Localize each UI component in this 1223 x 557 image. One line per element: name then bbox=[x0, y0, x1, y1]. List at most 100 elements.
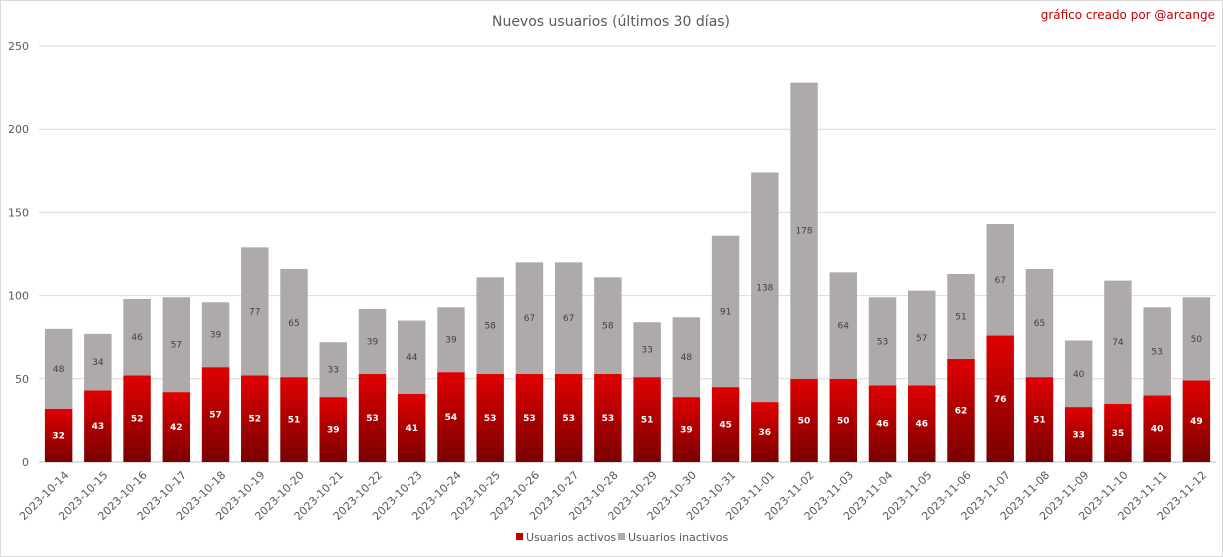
bar-inactive bbox=[986, 224, 1014, 336]
bar-inactive bbox=[162, 297, 191, 393]
data-label-active: 39 bbox=[680, 426, 693, 436]
data-label-inactive: 57 bbox=[916, 334, 927, 344]
bar-active bbox=[947, 358, 975, 462]
bar-active bbox=[1143, 395, 1171, 462]
bar-inactive bbox=[515, 262, 544, 374]
bar-inactive bbox=[1104, 280, 1132, 404]
bar-inactive bbox=[358, 308, 387, 374]
bar-inactive bbox=[280, 268, 308, 378]
bar-inactive bbox=[711, 235, 740, 388]
bar-inactive bbox=[476, 277, 504, 374]
data-label-active: 46 bbox=[876, 420, 889, 430]
data-label-inactive: 65 bbox=[1034, 319, 1045, 329]
data-label-inactive: 53 bbox=[877, 337, 888, 347]
bar-active bbox=[751, 402, 779, 462]
data-label-active: 40 bbox=[1151, 425, 1164, 435]
bar-active bbox=[633, 377, 661, 462]
data-label-inactive: 67 bbox=[524, 314, 535, 324]
data-label-active: 33 bbox=[1072, 431, 1085, 441]
bar-inactive bbox=[437, 307, 465, 373]
bar-active bbox=[123, 375, 151, 462]
legend-label-active: Usuarios activos bbox=[526, 531, 616, 544]
bar-inactive bbox=[201, 302, 230, 368]
data-label-active: 76 bbox=[994, 395, 1007, 405]
data-label-active: 53 bbox=[602, 414, 615, 424]
data-label-active: 51 bbox=[288, 416, 301, 426]
bar-inactive bbox=[397, 320, 426, 394]
data-label-inactive: 58 bbox=[602, 322, 614, 332]
bar-inactive bbox=[947, 273, 975, 359]
data-label-active: 49 bbox=[1190, 417, 1203, 427]
data-label-inactive: 67 bbox=[563, 314, 574, 324]
data-label-inactive: 64 bbox=[838, 322, 850, 332]
bar-active bbox=[868, 385, 897, 462]
bar-inactive bbox=[319, 342, 347, 398]
data-label-inactive: 178 bbox=[795, 227, 812, 237]
data-label-active: 35 bbox=[1112, 429, 1125, 439]
bar-active bbox=[201, 367, 230, 462]
data-label-inactive: 74 bbox=[1112, 338, 1124, 348]
data-label-inactive: 53 bbox=[1151, 347, 1162, 357]
x-axis-ticks: 2023-10-142023-10-152023-10-162023-10-17… bbox=[17, 469, 1209, 523]
data-label-active: 51 bbox=[641, 416, 654, 426]
chart-credit: gráfico creado por @arcange bbox=[1041, 8, 1215, 22]
bar-active bbox=[711, 387, 740, 462]
data-label-inactive: 33 bbox=[328, 366, 339, 376]
y-tick-label: 250 bbox=[8, 40, 29, 53]
bar-active bbox=[1064, 407, 1093, 462]
data-label-inactive: 51 bbox=[955, 312, 966, 322]
bar-active bbox=[790, 378, 818, 462]
data-label-active: 39 bbox=[327, 426, 340, 436]
data-label-active: 41 bbox=[405, 424, 418, 434]
legend-swatch-active bbox=[516, 533, 523, 540]
bar-inactive bbox=[594, 277, 622, 374]
bar-inactive bbox=[829, 272, 858, 379]
chart-title: Nuevos usuarios (últimos 30 días) bbox=[492, 14, 730, 30]
legend-swatch-inactive bbox=[618, 533, 625, 540]
data-label-inactive: 39 bbox=[367, 337, 379, 347]
data-label-active: 43 bbox=[92, 422, 105, 432]
y-axis-ticks: 0 50 100 150 200 250 bbox=[8, 40, 29, 469]
bar-active bbox=[84, 390, 112, 462]
bar-active bbox=[397, 393, 426, 462]
data-label-inactive: 48 bbox=[53, 365, 65, 375]
data-label-inactive: 77 bbox=[249, 307, 260, 317]
data-label-inactive: 39 bbox=[445, 336, 457, 346]
data-label-inactive: 34 bbox=[92, 358, 104, 368]
data-label-active: 52 bbox=[131, 415, 144, 425]
bar-active bbox=[908, 385, 936, 462]
bar-active bbox=[44, 408, 73, 462]
y-tick-label: 50 bbox=[15, 373, 29, 386]
data-label-inactive: 46 bbox=[131, 333, 143, 343]
bar-inactive bbox=[84, 333, 112, 391]
data-label-inactive: 44 bbox=[406, 353, 418, 363]
bar-inactive bbox=[123, 298, 151, 376]
bar-active bbox=[162, 392, 191, 462]
data-label-inactive: 58 bbox=[484, 322, 496, 332]
bar-active bbox=[476, 373, 504, 462]
bar-inactive bbox=[1143, 307, 1171, 396]
data-label-active: 53 bbox=[484, 414, 497, 424]
bar-inactive bbox=[44, 328, 73, 409]
bar-inactive bbox=[241, 247, 269, 376]
y-tick-label: 150 bbox=[8, 206, 29, 219]
data-label-inactive: 57 bbox=[171, 341, 182, 351]
bar-inactive bbox=[633, 322, 661, 378]
data-label-active: 36 bbox=[759, 428, 772, 438]
y-tick-label: 100 bbox=[8, 290, 29, 303]
bar-active bbox=[280, 377, 308, 462]
data-label-active: 32 bbox=[52, 431, 65, 441]
bar-inactive bbox=[554, 262, 583, 374]
bar-active bbox=[1182, 380, 1211, 462]
data-label-active: 53 bbox=[366, 414, 379, 424]
data-label-active: 53 bbox=[523, 414, 536, 424]
data-label-inactive: 65 bbox=[288, 319, 299, 329]
bar-inactive bbox=[672, 317, 701, 398]
data-label-active: 42 bbox=[170, 423, 183, 433]
data-label-active: 50 bbox=[798, 416, 811, 426]
y-tick-label: 0 bbox=[22, 456, 29, 469]
bar-inactive bbox=[1182, 297, 1211, 381]
bar-active bbox=[1104, 403, 1132, 462]
